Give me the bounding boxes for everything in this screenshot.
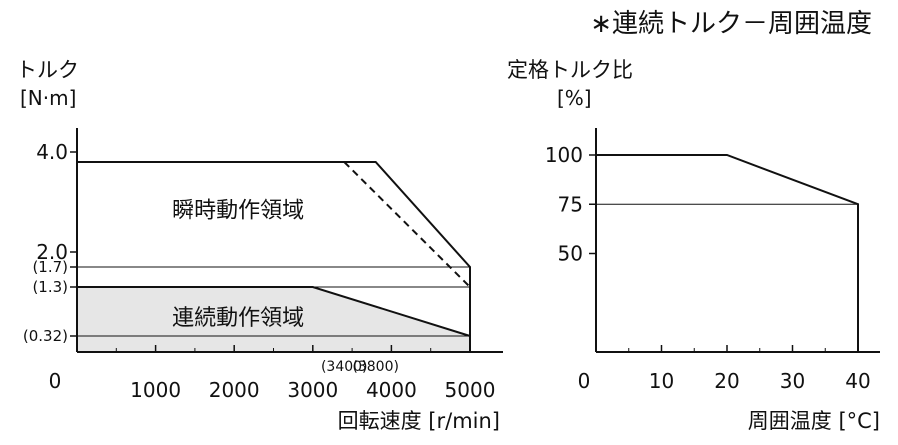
chart2-x-tick-label-2: 30 xyxy=(780,369,805,393)
chart1-y-tick-label-2: (1.7) xyxy=(32,258,68,276)
chart1-region-label-0: 瞬時動作領域 xyxy=(172,199,304,224)
chart1-x-tick-label-1: 2000 xyxy=(209,378,260,402)
chart1-speed-mark-label-1: (3800) xyxy=(352,359,399,375)
chart2-y-tick-label-2: 50 xyxy=(558,242,583,266)
chart2-origin-label: 0 xyxy=(578,369,591,393)
chart1-speed-mark-label-0: (3400) xyxy=(321,359,368,375)
chart2-series-rated-torque-ratio xyxy=(596,154,859,352)
chart1-region-label-1: 連続動作領域 xyxy=(172,306,304,331)
chart1-y-tick-label-3: (1.3) xyxy=(32,278,68,296)
chart-note-title: ∗連続トルク－周囲温度 xyxy=(590,9,872,39)
chart2-x-tick-label-0: 10 xyxy=(649,369,674,393)
chart2-x-axis-label: 周囲温度 [°C] xyxy=(748,409,880,433)
chart1-y-axis-label: トルク xyxy=(16,58,79,82)
chart1-origin-label: 0 xyxy=(49,369,62,393)
chart1-series-instantaneous xyxy=(77,161,471,352)
chart2-y-tick-label-0: 100 xyxy=(545,143,583,167)
chart2-x-tick-label-3: 40 xyxy=(845,369,870,393)
chart1-x-tick-label-3: 4000 xyxy=(366,378,417,402)
chart2-y-axis-unit: [%] xyxy=(557,86,592,110)
chart1-series-continuous xyxy=(77,286,471,337)
chart1-y-tick-label-1: 2.0 xyxy=(36,240,68,264)
chart1-series-instantaneous-alt xyxy=(343,161,471,288)
chart1-x-tick-label-0: 1000 xyxy=(130,378,181,402)
chart2-y-axis-label: 定格トルク比 xyxy=(507,58,633,82)
chart1-x-axis-label: 回転速度 [r/min] xyxy=(338,409,500,433)
chart1-x-tick-label-4: 5000 xyxy=(445,378,496,402)
chart1-y-tick-label-4: (0.32) xyxy=(23,327,68,345)
chart2-y-tick-label-1: 75 xyxy=(558,192,583,216)
chart1-y-tick-label-0: 4.0 xyxy=(36,140,68,164)
chart1-y-axis-unit: [N·m] xyxy=(20,86,76,110)
chart1-x-tick-label-2: 3000 xyxy=(287,378,338,402)
chart2-x-tick-label-1: 20 xyxy=(714,369,739,393)
